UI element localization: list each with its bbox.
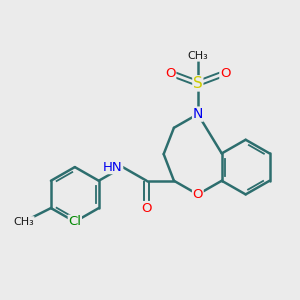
Text: N: N [193, 107, 203, 121]
Text: O: O [165, 67, 176, 80]
Text: CH₃: CH₃ [13, 217, 34, 227]
Text: O: O [141, 202, 152, 214]
Text: CH₃: CH₃ [188, 51, 208, 61]
Text: Cl: Cl [68, 215, 81, 228]
Text: O: O [193, 188, 203, 201]
Text: O: O [220, 67, 230, 80]
Text: HN: HN [103, 160, 123, 174]
Text: S: S [193, 76, 203, 91]
